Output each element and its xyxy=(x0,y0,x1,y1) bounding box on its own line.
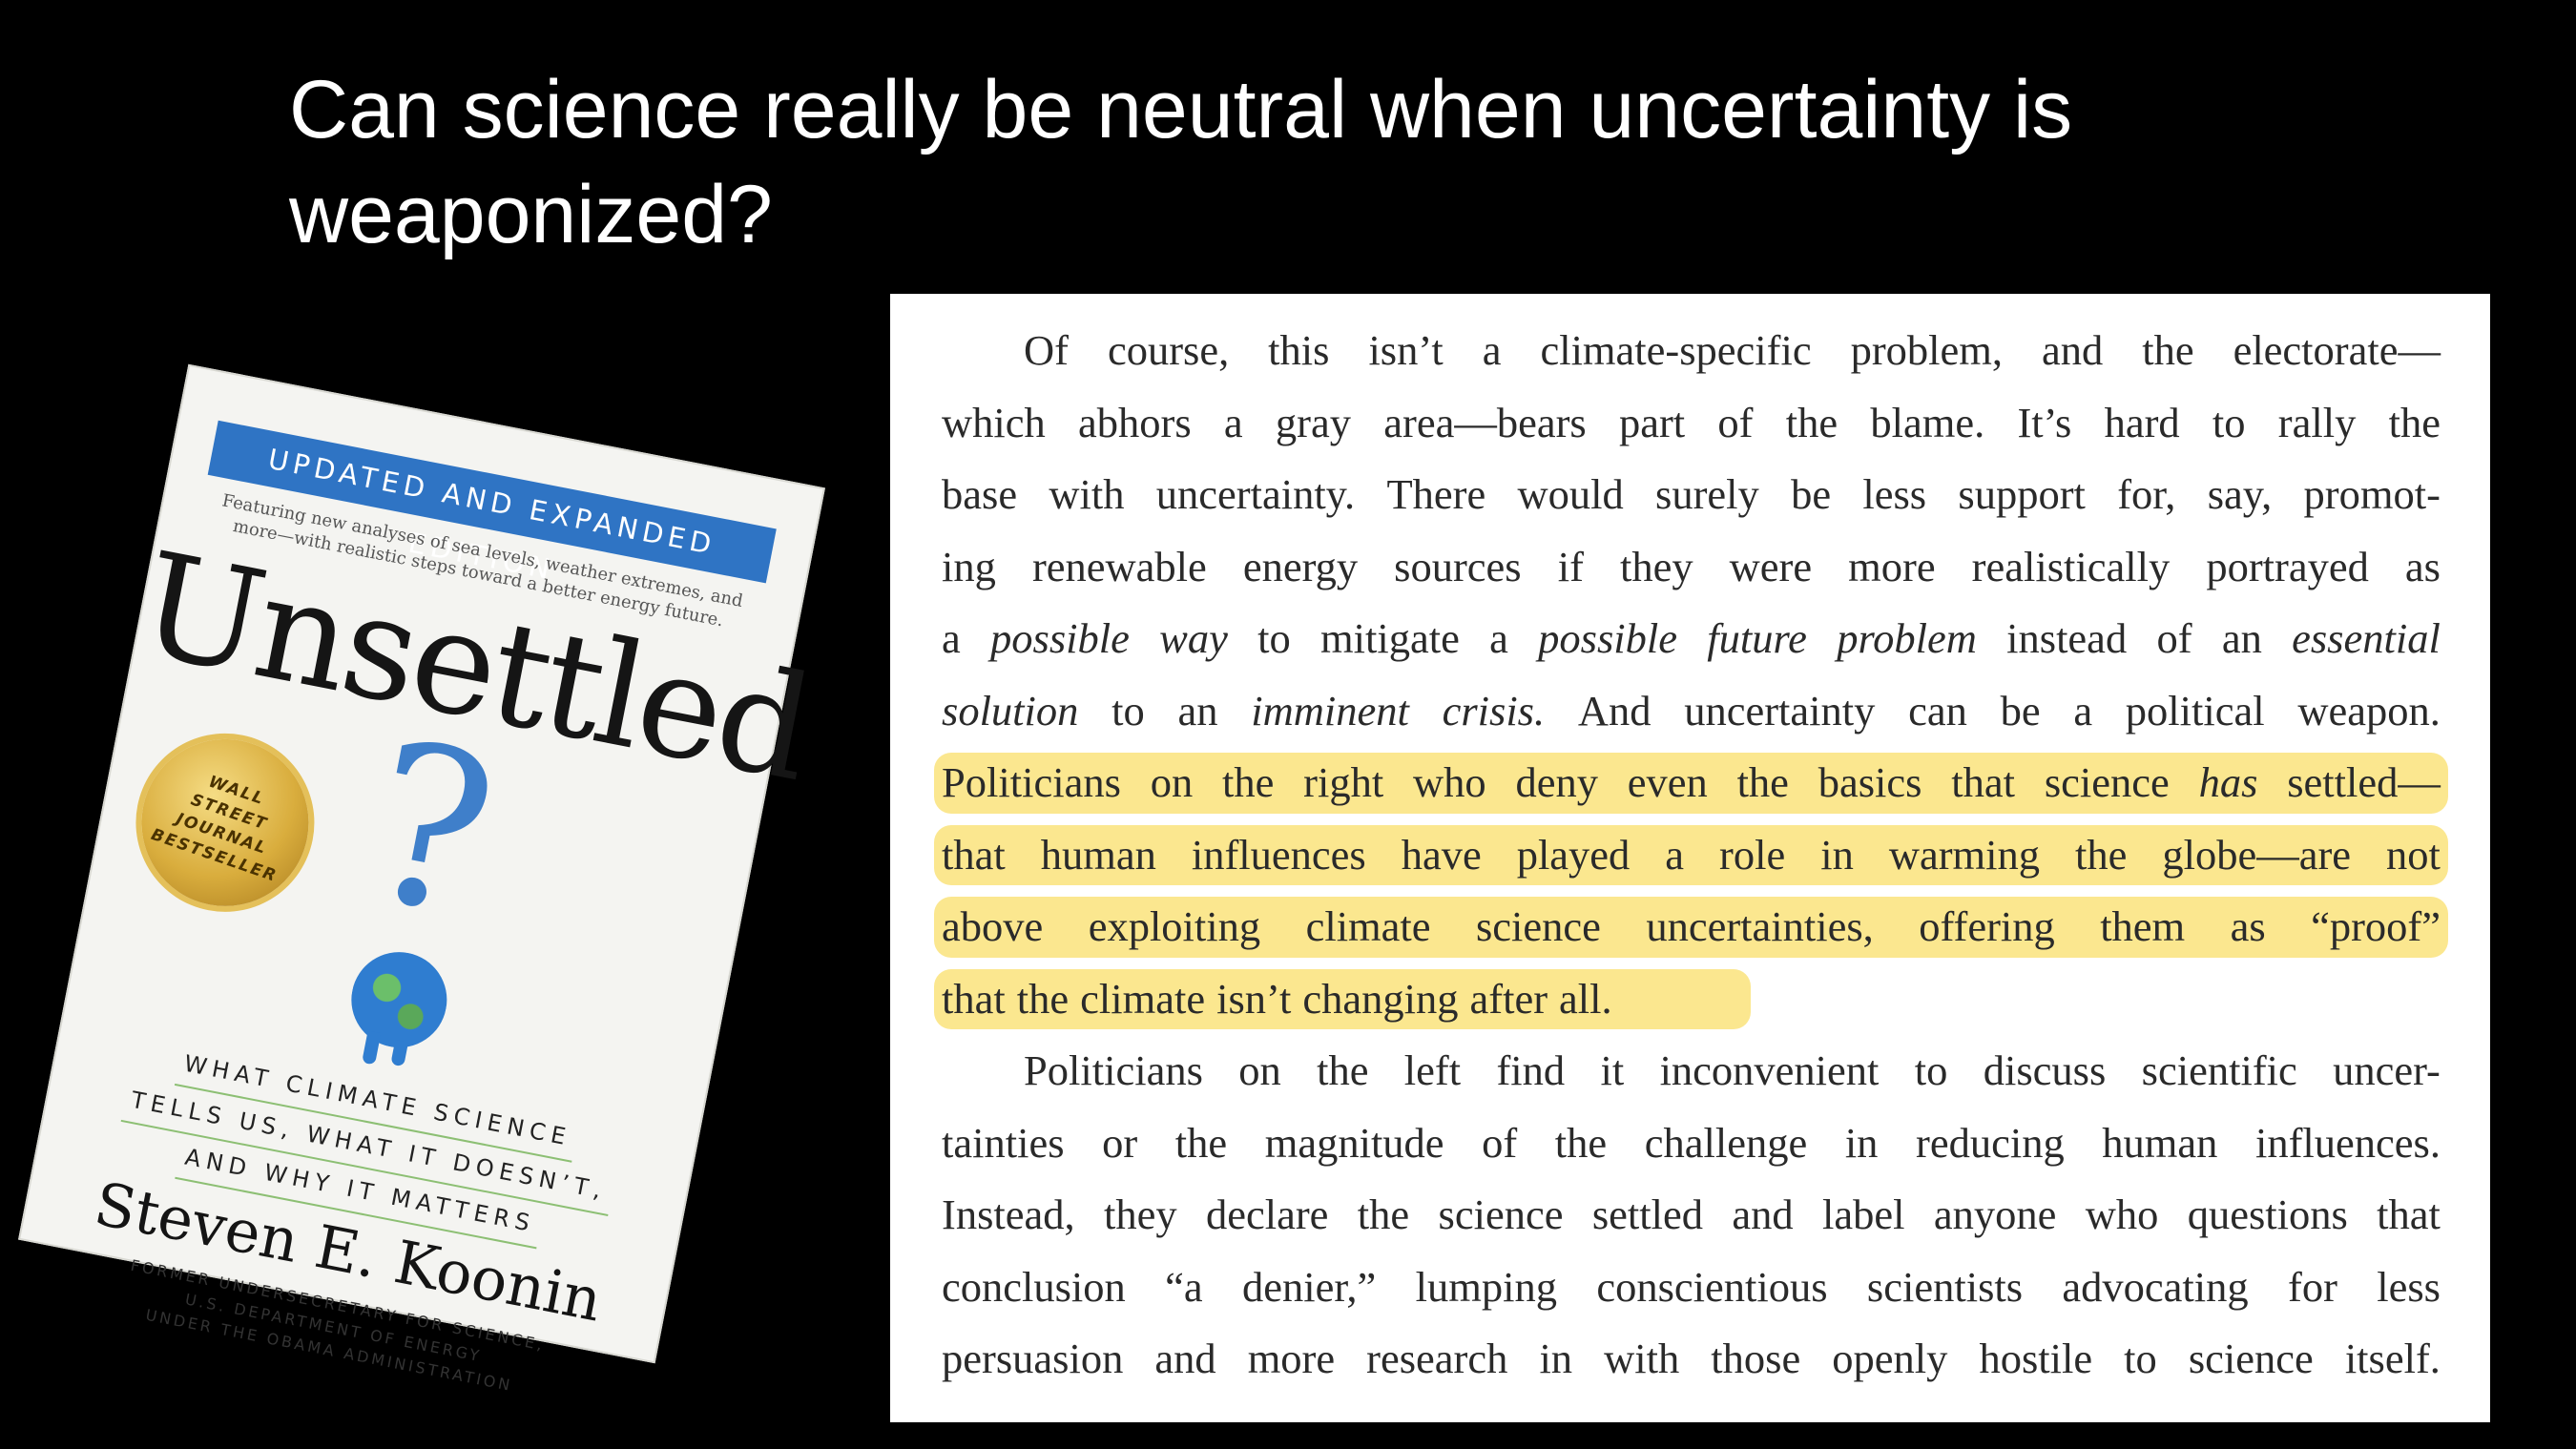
excerpt-line: a possible way to mitigate a possible future pro… xyxy=(942,614,2441,662)
excerpt-line: Politicians on the left find it inconvenient to… xyxy=(1024,1046,2441,1094)
book-excerpt: Of course, this isn’t a climate-specific probl… xyxy=(890,294,2490,1422)
excerpt-line: persuasion and more research in with those open… xyxy=(942,1335,2441,1382)
highlighted-line: that the climate isn’t changing after all. xyxy=(934,963,2441,1036)
highlighted-line: above exploiting climate science uncertainti… xyxy=(934,891,2448,963)
question-mark-icon: ? xyxy=(347,693,512,967)
excerpt-line: solution to an imminent crisis. And uncertaint… xyxy=(942,686,2441,735)
seal-text: WALL STREET JOURNAL BESTSELLER xyxy=(148,771,280,886)
excerpt-line: Instead, they declare the science settled and l… xyxy=(942,1190,2441,1238)
excerpt-line: tainties or the magnitude of the challenge in re… xyxy=(942,1118,2441,1167)
excerpt-line: which abhors a gray area—bears part of the blame… xyxy=(942,398,2441,446)
excerpt-line: Of course, this isn’t a climate-specific probl… xyxy=(1024,326,2441,374)
slide-title: Can science really be neutral when uncer… xyxy=(289,64,2073,260)
highlighted-line: Politicians on the right who deny even the basic… xyxy=(934,747,2448,819)
excerpt-line: ing renewable energy sources if they were more r… xyxy=(942,542,2441,590)
excerpt-line: conclusion “a denier,” lumping conscientious… xyxy=(942,1262,2441,1311)
highlighted-line: that human influences have played a role in warm… xyxy=(934,819,2448,892)
bestseller-seal-icon: WALL STREET JOURNAL BESTSELLER xyxy=(127,724,323,921)
book-cover-image: UPDATED AND EXPANDED EDITION Featuring n… xyxy=(18,363,825,1395)
globe-drip xyxy=(362,1030,382,1066)
excerpt-line: base with uncertainty. There would surely be le… xyxy=(942,470,2441,518)
